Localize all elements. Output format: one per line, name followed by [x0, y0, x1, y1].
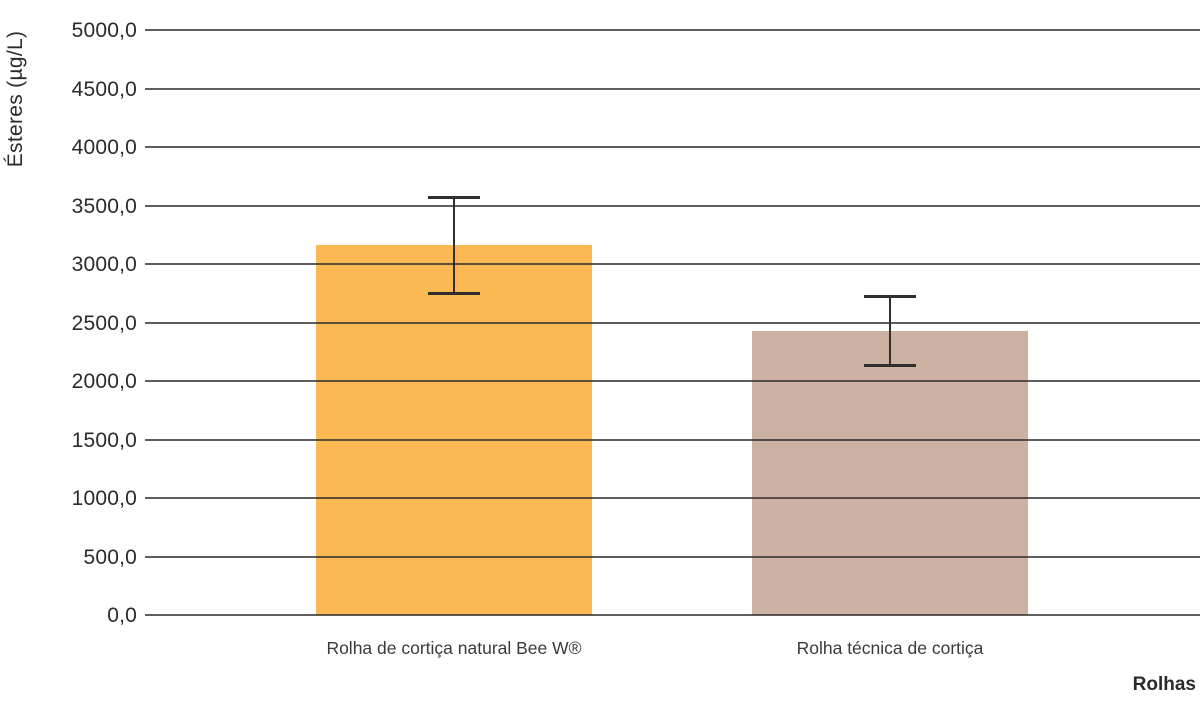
error-bar-cap-bottom	[428, 291, 480, 295]
y-tick-label: 500,0	[83, 545, 137, 569]
y-tick-label: 0,0	[107, 604, 137, 627]
gridline	[145, 497, 1200, 499]
error-bar-line	[889, 295, 891, 366]
gridline	[145, 614, 1200, 616]
x-axis-title: Rolhas	[1132, 674, 1196, 695]
y-tick-label: 2000,0	[71, 370, 137, 393]
error-bar-cap-top	[864, 294, 916, 298]
gridline	[145, 87, 1200, 90]
gridline	[145, 555, 1200, 558]
bar-rolha-tecnica	[752, 330, 1028, 615]
y-tick-label: 1000,0	[71, 487, 137, 510]
gridline	[145, 204, 1200, 207]
bar-rolha-natural	[316, 245, 592, 615]
y-tick-label: 3500,0	[71, 194, 137, 218]
y-tick-label: 4500,0	[71, 77, 137, 101]
gridline	[145, 146, 1200, 148]
gridline	[145, 29, 1200, 31]
error-bar-line	[453, 196, 455, 294]
error-bar-cap-bottom	[864, 363, 916, 367]
gridline	[145, 380, 1200, 382]
y-tick-label: 3000,0	[71, 253, 137, 276]
y-tick-label: 5000,0	[71, 19, 137, 42]
y-tick-label: 4000,0	[71, 136, 137, 159]
gridline	[145, 263, 1200, 265]
error-bar-cap-top	[428, 195, 480, 199]
x-category-label: Rolha de cortiça natural Bee W®	[326, 638, 582, 658]
gridline	[145, 438, 1200, 441]
y-tick-label: 1500,0	[71, 428, 137, 452]
gridline	[145, 321, 1200, 324]
y-tick-label: 2500,0	[71, 311, 137, 335]
x-category-label: Rolha técnica de cortiça	[796, 638, 984, 658]
